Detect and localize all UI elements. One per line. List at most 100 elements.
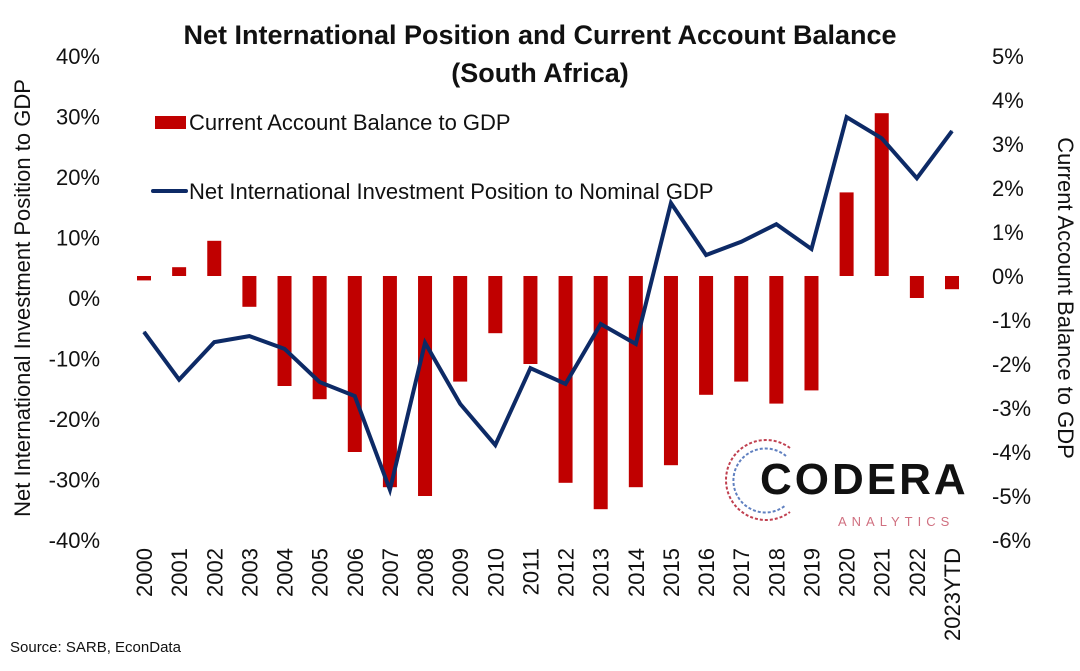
legend-bar-swatch <box>155 116 186 129</box>
nip-point-2008 <box>424 342 426 344</box>
nip-point-2014 <box>635 343 637 345</box>
bar-2023YTD <box>945 276 959 290</box>
y2-tick-label: -1% <box>992 308 1031 333</box>
bar-2007 <box>382 276 397 488</box>
bar-2014 <box>628 276 643 488</box>
bar-2000 <box>137 276 151 281</box>
y-tick-label: -40% <box>49 528 100 553</box>
bar-2021 <box>874 113 889 276</box>
bar-2003 <box>242 276 257 307</box>
y2-tick-label: -3% <box>992 396 1031 421</box>
bar-2013 <box>593 276 608 510</box>
nip-point-2023YTD <box>951 130 953 132</box>
bar-2001 <box>172 267 187 276</box>
nip-point-2009 <box>459 403 461 405</box>
logo-text: CODERA <box>760 455 969 504</box>
y2-axis-label: Current Account Balance to GDP <box>1053 137 1078 459</box>
codera-logo: CODERA ANALYTICS <box>725 439 969 529</box>
y-tick-label: -30% <box>49 468 100 493</box>
x-tick-label: 2006 <box>343 548 368 597</box>
x-tick-label: 2010 <box>483 548 508 597</box>
x-tick-label: 2011 <box>518 548 543 595</box>
logo-ring-inner-icon <box>732 447 787 514</box>
y2-tick-label: -5% <box>992 484 1031 509</box>
x-tick-label: 2000 <box>132 548 157 597</box>
nip-point-2003 <box>248 335 250 337</box>
bar-2010 <box>488 276 503 334</box>
x-tick-label: 2020 <box>835 548 860 597</box>
nip-point-2004 <box>284 348 286 350</box>
bar-2022 <box>909 276 924 298</box>
nip-point-2017 <box>740 241 742 243</box>
y2-tick-label: 0% <box>992 264 1024 289</box>
nip-point-2006 <box>354 395 356 397</box>
x-tick-label: 2013 <box>589 548 614 597</box>
x-tick-label: 2007 <box>378 548 403 597</box>
y2-tick-label: 5% <box>992 44 1024 69</box>
x-tick-label: 2017 <box>729 548 754 597</box>
x-tick-label: 2022 <box>905 548 930 597</box>
nip-line <box>142 114 954 497</box>
legend-line-label: Net International Investment Position to… <box>189 179 714 204</box>
nip-point-2007 <box>389 489 391 491</box>
y2-tick-label: -4% <box>992 440 1031 465</box>
x-tick-label: 2015 <box>659 548 684 597</box>
y-tick-label: 30% <box>56 105 100 130</box>
y2-tick-label: 3% <box>992 132 1024 157</box>
bar-2011 <box>523 276 538 364</box>
x-tick-label: 2019 <box>799 548 824 597</box>
y-tick-label: -20% <box>49 407 100 432</box>
nip-point-2012 <box>565 383 567 385</box>
y-axis-label: Net International Investment Position to… <box>10 79 35 517</box>
nip-point-2005 <box>319 381 321 383</box>
nip-point-2010 <box>494 444 496 446</box>
bar-2004 <box>277 276 292 386</box>
nip-point-2001 <box>178 379 180 381</box>
nip-point-2013 <box>600 323 602 325</box>
x-tick-label: 2003 <box>237 548 262 597</box>
bar-2016 <box>699 276 714 395</box>
x-tick-label: 2008 <box>413 548 438 597</box>
nip-point-2022 <box>916 177 918 179</box>
y2-tick-label: -2% <box>992 352 1031 377</box>
x-tick-label: 2002 <box>202 548 227 597</box>
logo-sub: ANALYTICS <box>838 514 954 529</box>
y2-tick-label: 1% <box>992 220 1024 245</box>
nip-point-2018 <box>775 223 777 225</box>
y2-tick-label: 2% <box>992 176 1024 201</box>
x-tick-label: 2018 <box>764 548 789 597</box>
nip-point-2020 <box>846 116 848 118</box>
x-tick-label: 2005 <box>308 548 333 597</box>
chart-subtitle: (South Africa) <box>451 58 629 88</box>
nip-point-2002 <box>213 341 215 343</box>
x-tick-label: 2021 <box>870 548 895 597</box>
y2-tick-label: -6% <box>992 528 1031 553</box>
y-tick-label: 40% <box>56 44 100 69</box>
bar-2002 <box>207 240 222 276</box>
nip-point-2019 <box>810 248 812 250</box>
bar-2019 <box>804 276 819 391</box>
x-tick-label: 2004 <box>273 548 298 597</box>
logo-ring-outer-icon <box>725 439 791 521</box>
bar-2015 <box>663 276 678 466</box>
legend-bar-label: Current Account Balance to GDP <box>189 110 511 135</box>
x-tick-label: 2023YTD <box>940 548 965 641</box>
bar-2008 <box>418 276 433 496</box>
bar-2005 <box>312 276 327 400</box>
bar-2018 <box>769 276 784 404</box>
nip-point-2016 <box>705 254 707 256</box>
chart-title: Net International Position and Current A… <box>183 20 896 50</box>
nip-point-2021 <box>881 137 883 139</box>
source-note: Source: SARB, EconData <box>10 639 182 656</box>
y-tick-label: 10% <box>56 226 100 251</box>
bar-2012 <box>558 276 573 483</box>
bar-2020 <box>839 192 854 276</box>
nip-point-2011 <box>529 367 531 369</box>
x-tick-label: 2009 <box>448 548 473 597</box>
y-tick-label: -10% <box>49 347 100 372</box>
bar-2006 <box>347 276 362 452</box>
x-tick-label: 2012 <box>554 548 579 597</box>
nip-point-2015 <box>670 202 672 204</box>
